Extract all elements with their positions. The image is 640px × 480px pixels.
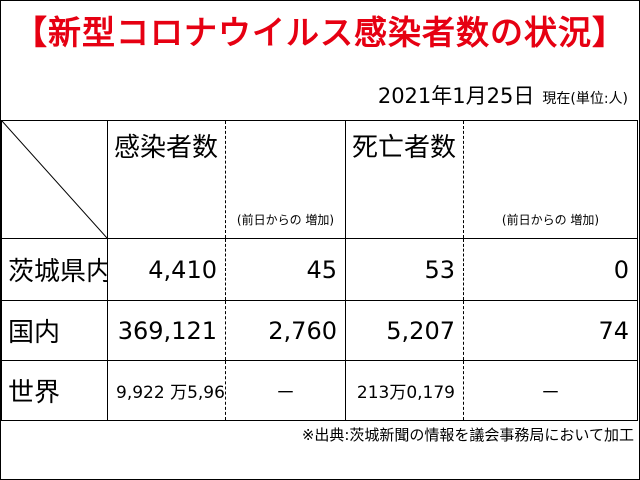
table-row: 国内 369,121 2,760 5,207 74	[1, 300, 638, 361]
row-label: 世界	[1, 360, 108, 421]
infections-delta-value: 45	[225, 238, 346, 301]
table-row: 世界 9,922 万5,963 － 213万0,179 －	[1, 360, 638, 421]
table-row: 茨城県内 4,410 45 53 0	[1, 238, 638, 301]
report-date: 2021年1月25日	[377, 84, 535, 108]
deaths-value: 213万0,179	[345, 360, 464, 421]
as-of-unit-note: 現在(単位:人)	[542, 91, 628, 107]
deaths-value: 5,207	[345, 300, 464, 361]
deaths-delta-value: 74	[463, 300, 638, 361]
infections-value: 369,121	[107, 300, 226, 361]
page-title: 【新型コロナウイルス感染者数の状況】	[14, 13, 626, 52]
date-line: 2021年1月25日 現在(単位:人)	[378, 80, 628, 110]
infections-delta-value: －	[225, 360, 346, 421]
table-header-row: 感染者数 (前日からの 増加) 死亡者数 (前日からの 増加)	[1, 120, 638, 239]
corner-cell	[1, 120, 108, 239]
deaths-delta-value: －	[463, 360, 638, 421]
covid-stats-table: 感染者数 (前日からの 増加) 死亡者数 (前日からの 増加) 茨城県内 4,4…	[1, 120, 638, 421]
infections-value: 4,410	[107, 238, 226, 301]
source-note: ※出典:茨城新聞の情報を議会事務局において加工	[301, 426, 634, 444]
diagonal-line	[2, 121, 107, 238]
header-infections: 感染者数	[107, 120, 226, 239]
row-label: 国内	[1, 300, 108, 361]
deaths-delta-value: 0	[463, 238, 638, 301]
deaths-value: 53	[345, 238, 464, 301]
row-label: 茨城県内	[1, 238, 108, 301]
infections-delta-value: 2,760	[225, 300, 346, 361]
header-infections-delta: (前日からの 増加)	[225, 120, 346, 239]
header-deaths-delta: (前日からの 増加)	[463, 120, 638, 239]
infections-value: 9,922 万5,963	[107, 360, 226, 421]
header-deaths: 死亡者数	[345, 120, 464, 239]
